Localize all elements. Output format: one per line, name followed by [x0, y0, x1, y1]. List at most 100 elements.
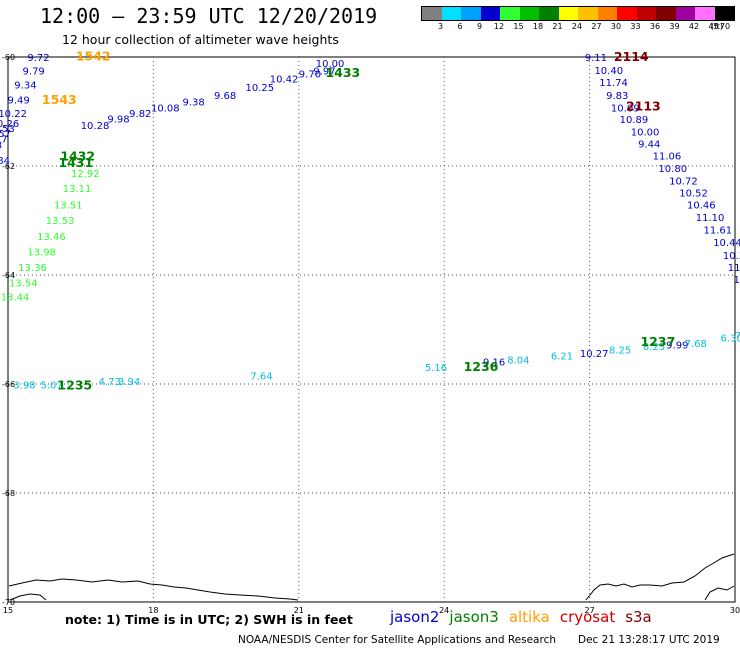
wave-height-value: 9.83 — [606, 91, 628, 102]
longitude-label: 18 — [148, 606, 158, 615]
color-scale-label: 15 — [513, 22, 524, 31]
color-scale-swatch — [656, 7, 676, 20]
wave-height-value: 4.73 — [99, 377, 121, 388]
color-scale-swatch — [461, 7, 481, 20]
color-scale-label: 33 — [630, 22, 641, 31]
wave-height-value: 9.34 — [14, 81, 36, 92]
pass-number-label: 2113 — [626, 98, 661, 113]
longitude-label: 30 — [730, 606, 740, 615]
color-scale-swatch — [500, 7, 520, 20]
map-frame — [7, 56, 736, 603]
wave-height-value: 10.80 — [658, 164, 687, 175]
legend-jason2: jason2 — [390, 608, 440, 626]
pass-number-label: 1543 — [42, 92, 77, 107]
pass-number-label: 1235 — [57, 377, 92, 392]
wave-height-value: 11.84 — [0, 156, 10, 167]
wave-height-value: 10.22 — [0, 109, 27, 120]
pass-number-label: 1236 — [464, 359, 499, 374]
longitude-label: 24 — [439, 606, 449, 615]
color-scale-label: 39 — [669, 22, 680, 31]
color-scale-label: 12 — [493, 22, 505, 31]
generated-timestamp: Dec 21 13:28:17 UTC 2019 — [578, 634, 720, 646]
color-scale-label: 30 — [610, 22, 622, 31]
wave-height-value: 13.44 — [1, 293, 30, 304]
color-scale-label: 24 — [571, 22, 583, 31]
latitude-label: -68 — [2, 489, 15, 498]
longitude-label: 21 — [294, 606, 304, 615]
wave-height-value: 7.68 — [685, 339, 707, 350]
wave-height-value: 10.25 — [245, 83, 274, 94]
pass-number-label: 1542 — [76, 48, 111, 63]
wave-height-value: 6.30 — [720, 333, 740, 344]
pass-number-label: 1431 — [58, 155, 93, 170]
wave-height-value: 10.28 — [81, 121, 110, 132]
wave-height-value: 9.98 — [107, 114, 129, 125]
wave-height-value: 9.72 — [27, 53, 49, 64]
wave-height-value: 8.25 — [609, 345, 631, 356]
legend-s3a: s3a — [625, 608, 652, 626]
color-scale-swatch — [558, 7, 578, 20]
color-scale-swatch — [636, 7, 656, 20]
wave-height-value: 10.00 — [316, 59, 345, 70]
color-scale-labels: 3 6 9 12 15 18 21 24 27 30 33 36 39 42 45 70 (ft) — [421, 21, 735, 33]
wave-height-value: 13.51 — [54, 201, 83, 212]
pass-number-label: 1237 — [640, 334, 675, 349]
footnote: note: 1) Time is in UTC; 2) SWH is in fe… — [65, 612, 353, 627]
wave-height-value: 10.57 — [0, 129, 11, 140]
color-scale-swatch — [519, 7, 539, 20]
wave-height-value: 9.70 — [299, 70, 321, 81]
grid-lines — [8, 57, 735, 602]
wave-height-value: 13.98 — [27, 247, 56, 258]
wave-height-value: 11.06 — [653, 151, 682, 162]
color-scale-bar — [421, 6, 735, 21]
wave-height-value: 10.40 — [594, 66, 623, 77]
color-scale-swatch — [480, 7, 500, 20]
color-scale-label: 45 — [708, 22, 719, 31]
wave-height-value: 9.49 — [8, 95, 30, 106]
color-scale-swatch — [539, 7, 559, 20]
wave-height-value: 9.16 — [483, 357, 505, 368]
color-scale-unit: (ft) — [710, 22, 724, 31]
wave-height-value: 10.89 — [620, 115, 649, 126]
satellite-legend: jason2 jason3 altika cryosat s3a — [390, 608, 662, 626]
wave-height-values: 9.729.799.349.4910.2210.2610.5310.5710.1… — [0, 53, 740, 392]
legend-altika: altika — [508, 608, 550, 626]
wave-height-value: 13.54 — [9, 278, 38, 289]
wave-height-value: 9.99 — [666, 341, 688, 352]
wave-height-value: 3.98 — [13, 380, 35, 391]
map-subtitle: 12 hour collection of altimeter wave hei… — [62, 32, 339, 47]
wave-height-value: 11.74 — [599, 78, 628, 89]
wave-height-value: 8.23 — [643, 342, 665, 353]
wave-height-value: 10.46 — [687, 201, 716, 212]
wave-height-value: 10.30 — [723, 251, 740, 262]
latitude-labels: -60 -62 -64 -66 -68 -70 — [2, 53, 15, 607]
color-scale-swatch — [597, 7, 617, 20]
color-scale-swatch — [695, 7, 715, 20]
wave-height-value: 8.04 — [507, 355, 529, 366]
wave-height-value: 10.73 — [0, 141, 2, 152]
color-scale-swatch — [714, 7, 734, 20]
wave-height-value: 5.07 — [40, 380, 62, 391]
wave-height-value: 10.27 — [580, 349, 609, 360]
color-scale-swatch — [441, 7, 461, 20]
wave-height-value: 10.08 — [151, 104, 180, 115]
wave-height-value: 7.64 — [250, 372, 272, 383]
wave-height-color-scale: 3 6 9 12 15 18 21 24 27 30 33 36 39 42 45 70 (ft) — [421, 6, 735, 33]
color-scale-swatch — [675, 7, 695, 20]
wave-height-value: 13.46 — [37, 232, 66, 243]
color-scale-label: 18 — [532, 22, 544, 31]
color-scale-label: 42 — [688, 22, 700, 31]
wave-height-value: 9.38 — [182, 98, 204, 109]
wave-height-value: 7 — [735, 331, 740, 342]
wave-height-value: 10.72 — [669, 177, 698, 188]
wave-height-value: 13.11 — [63, 184, 92, 195]
pass-number-label: 1432 — [60, 149, 95, 164]
coastline — [8, 553, 735, 601]
wave-height-value: 10.42 — [270, 75, 299, 86]
latitude-label: -64 — [2, 271, 15, 280]
wave-height-value: 13.36 — [18, 263, 47, 274]
longitude-label: 27 — [585, 606, 595, 615]
wave-height-value: 10.17 — [0, 135, 8, 146]
